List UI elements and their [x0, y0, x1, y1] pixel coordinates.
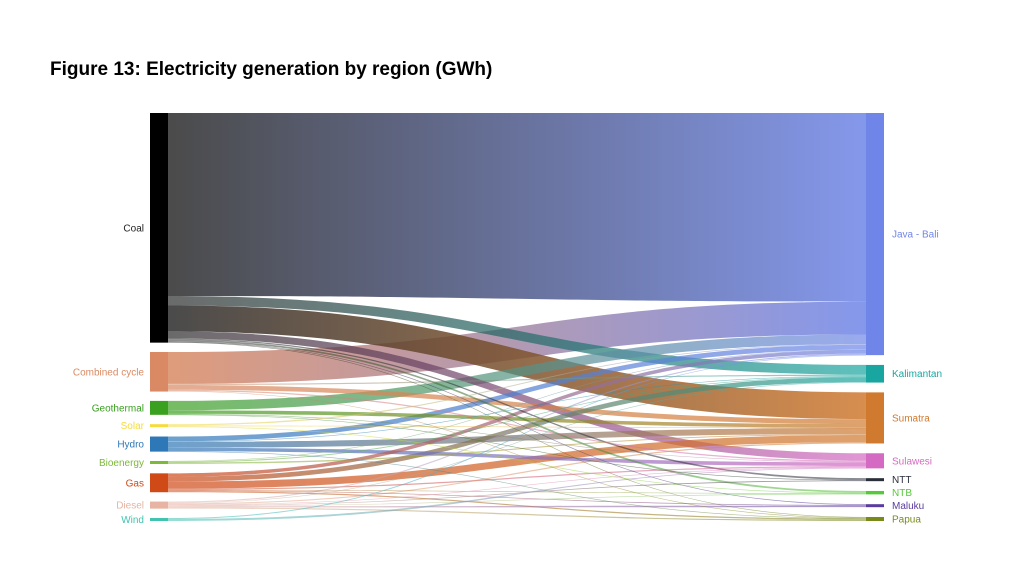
node-target-sulawesi [866, 453, 884, 469]
link-combined-cycle-to-sulawesi [168, 389, 866, 462]
label-source-wind: Wind [121, 515, 144, 526]
sankey-links [168, 113, 866, 521]
link-diesel-to-kalimantan [168, 381, 866, 504]
node-target-sumatra [866, 392, 884, 444]
link-coal-to-maluku [168, 341, 866, 505]
link-diesel-to-java-bali [168, 353, 866, 503]
link-geothermal-to-ntt [168, 414, 866, 481]
chart-title: Figure 13: Electricity generation by reg… [50, 59, 493, 80]
link-hydro-to-kalimantan [168, 375, 866, 442]
link-diesel-to-papua [168, 507, 866, 521]
link-diesel-to-ntt [168, 480, 866, 506]
link-combined-cycle-to-sumatra [168, 385, 866, 425]
link-hydro-to-java-bali [168, 344, 866, 442]
link-hydro-to-sulawesi [168, 447, 866, 467]
label-source-geothermal: Geothermal [92, 403, 144, 414]
link-coal-to-kalimantan [168, 296, 866, 375]
node-target-ntb [866, 490, 884, 495]
link-gas-to-sumatra [168, 434, 866, 489]
link-coal-to-sulawesi [168, 331, 866, 461]
link-diesel-to-maluku [168, 505, 866, 508]
node-source-gas [150, 473, 168, 493]
link-coal-to-papua [168, 342, 866, 518]
link-diesel-to-sulawesi [168, 467, 866, 506]
link-bioenergy-to-kalimantan [168, 376, 866, 463]
link-solar-to-ntb [168, 426, 866, 494]
node-source-hydro [150, 436, 168, 452]
sankey-nodes [150, 113, 884, 521]
sankey-labels: Coal Combined cycle Geothermal Solar Hydro Bi… [73, 223, 942, 526]
link-wind-to-sulawesi [168, 467, 866, 521]
link-solar-to-sumatra [168, 425, 866, 429]
label-target-kalimantan: Kalimantan [892, 369, 942, 380]
label-target-maluku: Maluku [892, 501, 924, 512]
node-target-java-bali [866, 113, 884, 356]
label-source-bioenergy: Bioenergy [99, 458, 144, 469]
label-source-solar: Solar [121, 421, 145, 432]
link-bioenergy-to-sumatra [168, 434, 866, 464]
label-source-hydro: Hydro [117, 440, 144, 451]
node-target-ntt [866, 478, 884, 482]
label-target-java-bali: Java - Bali [892, 230, 939, 241]
node-source-wind [150, 518, 168, 521]
link-gas-to-ntb [168, 489, 866, 494]
link-geothermal-to-sulawesi [168, 413, 866, 463]
node-source-coal [150, 113, 168, 343]
link-gas-to-sulawesi [168, 466, 866, 490]
link-geothermal-to-sumatra [168, 410, 866, 428]
link-diesel-to-sumatra [168, 442, 866, 505]
node-source-diesel [150, 501, 168, 509]
link-combined-cycle-to-java-bali [168, 301, 866, 384]
label-target-sulawesi: Sulawesi [892, 456, 932, 467]
node-source-geothermal [150, 400, 168, 415]
node-target-papua [866, 516, 884, 521]
label-target-papua: Papua [892, 514, 921, 525]
link-diesel-to-ntb [168, 493, 866, 507]
node-target-kalimantan [866, 364, 884, 383]
link-coal-to-ntt [168, 338, 866, 480]
link-bioenergy-to-java-bali [168, 349, 866, 462]
link-gas-to-maluku [168, 490, 866, 506]
node-source-bioenergy [150, 460, 168, 464]
label-source-diesel: Diesel [116, 501, 144, 512]
link-combined-cycle-to-papua [168, 390, 866, 519]
link-gas-to-kalimantan [168, 377, 866, 482]
link-geothermal-to-java-bali [168, 334, 866, 411]
node-target-maluku [866, 504, 884, 508]
link-solar-to-java-bali [168, 344, 866, 426]
label-source-combined-cycle: Combined cycle [73, 367, 145, 378]
label-target-ntb: NTB [892, 488, 912, 499]
link-combined-cycle-to-kalimantan [168, 374, 866, 386]
node-source-solar [150, 424, 168, 428]
label-target-sumatra: Sumatra [892, 413, 930, 424]
link-hydro-to-papua [168, 451, 866, 519]
link-gas-to-java-bali [168, 350, 866, 477]
link-coal-to-java-bali [168, 113, 866, 302]
label-source-coal: Coal [123, 223, 144, 234]
link-wind-to-java-bali [168, 354, 866, 519]
label-target-ntt: NTT [892, 475, 911, 486]
label-source-gas: Gas [126, 478, 144, 489]
link-gas-to-papua [168, 491, 866, 520]
node-source-combined-cycle [150, 351, 168, 392]
link-coal-to-ntb [168, 339, 866, 493]
